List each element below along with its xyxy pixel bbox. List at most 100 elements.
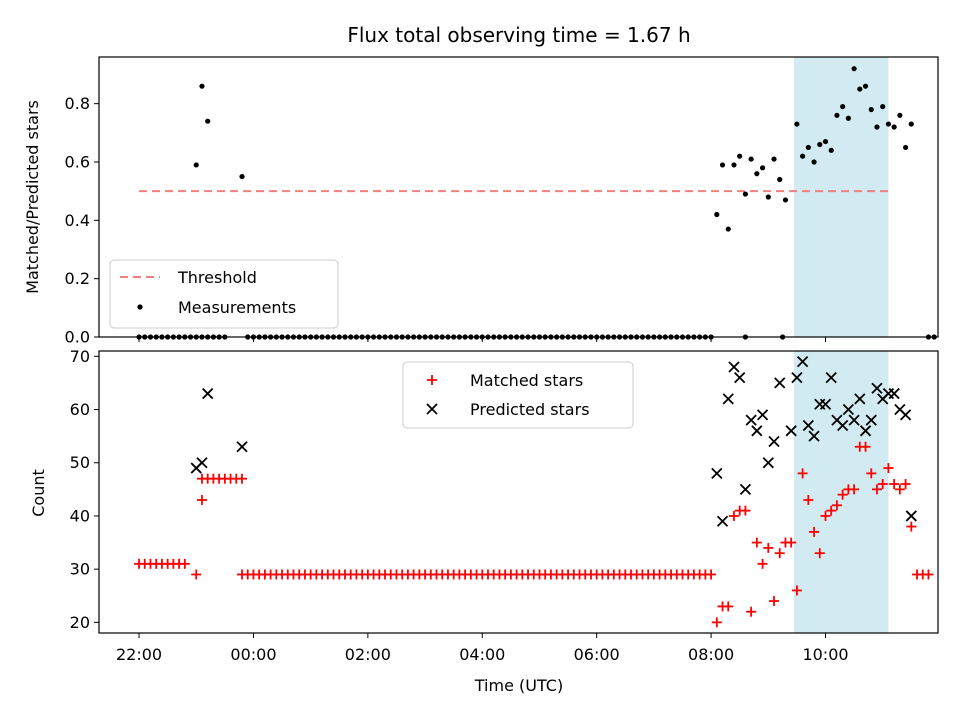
predicted-point-b — [796, 356, 809, 368]
x-tick-label: 02:00 — [345, 645, 391, 664]
predicted-point-b — [808, 430, 820, 442]
matched-point — [809, 526, 820, 537]
measurement-point — [777, 176, 783, 183]
predicted-point-b — [734, 371, 746, 384]
measurement-point — [239, 173, 245, 180]
predicted-point — [825, 371, 837, 384]
measurement-point — [851, 66, 857, 72]
measurement-point — [719, 162, 726, 168]
y-tick-label: 0.0 — [65, 328, 90, 347]
predicted-point-b — [785, 425, 797, 437]
predicted-point-b — [762, 457, 774, 469]
count-y-axis-label: Count — [29, 469, 48, 517]
predicted-point-b — [745, 414, 757, 426]
y-tick-label: 30 — [70, 560, 90, 579]
x-tick-label: 10:00 — [802, 645, 848, 664]
matched-point — [837, 489, 848, 500]
predicted-point-b — [196, 457, 208, 469]
measurement-point — [822, 138, 829, 145]
predicted-point-b — [791, 371, 803, 384]
highlight-span — [794, 57, 889, 337]
legend-predicted-marker — [426, 403, 438, 415]
legend-threshold-label: Threshold — [177, 268, 257, 287]
legend-matched-marker — [427, 375, 437, 385]
ratio-panel: 0.00.20.40.60.8 Matched/Predicted stars … — [23, 56, 939, 347]
y-tick-label: 0.8 — [65, 94, 90, 113]
measurement-point — [891, 124, 897, 130]
predicted-point-b — [848, 414, 860, 426]
ratio-panel-frame — [98, 56, 939, 338]
measurement-point — [908, 121, 914, 127]
matched-point — [769, 596, 780, 607]
x-tick-label: 00:00 — [230, 645, 276, 664]
predicted-point-b — [825, 371, 837, 384]
measurement-point — [817, 141, 823, 148]
matched-point — [711, 617, 722, 628]
chart-title: Flux total observing time = 1.67 h — [347, 23, 690, 47]
matched-point — [746, 606, 757, 617]
measurement-point — [771, 156, 777, 162]
predicted-point — [734, 371, 746, 384]
predicted-point-b — [871, 382, 883, 394]
measurement-point — [754, 171, 760, 177]
ratio-y-axis-label: Matched/Predicted stars — [23, 100, 42, 294]
x-tick-label: 22:00 — [116, 645, 162, 664]
y-tick-label: 50 — [70, 453, 90, 472]
matched-point — [237, 473, 248, 484]
count-panel: 20 30 40 50 60 70 22:00 00:00 02:00 04:00 06:00 08… — [29, 347, 939, 664]
matched-point — [860, 441, 871, 452]
predicted-point — [796, 356, 809, 368]
matched-point — [814, 548, 825, 559]
measurement-point — [885, 121, 892, 127]
x-axis-label: Time (UTC) — [474, 676, 563, 695]
y-tick-label: 0.2 — [65, 269, 90, 288]
predicted-point — [899, 409, 912, 421]
x-tick-label: 04:00 — [459, 645, 505, 664]
predicted-point — [745, 414, 757, 426]
measurement-point — [897, 112, 903, 118]
matched-point — [906, 521, 917, 532]
predicted-point — [865, 414, 877, 426]
measurement-point — [193, 162, 199, 168]
predicted-point — [196, 457, 208, 469]
predicted-point-b — [739, 483, 752, 495]
predicted-point — [756, 409, 769, 421]
predicted-point-b — [728, 361, 740, 373]
predicted-point — [848, 414, 860, 426]
predicted-point-b — [837, 419, 849, 432]
y-tick-label: 40 — [70, 506, 90, 525]
measurement-point — [725, 226, 731, 232]
predicted-point — [768, 435, 780, 448]
measurement-point — [902, 144, 909, 151]
predicted-point — [819, 398, 832, 410]
count-legend: Matched stars Predicted stars — [402, 361, 634, 429]
matched-point — [831, 500, 842, 511]
ratio-legend: Threshold Measurements — [109, 259, 339, 329]
measurement-point — [811, 159, 817, 165]
predicted-point — [854, 393, 866, 405]
measurement-point — [748, 156, 754, 162]
predicted-point-b — [899, 409, 912, 421]
matched-point — [923, 569, 934, 580]
count-panel-frame — [98, 350, 939, 634]
predicted-point — [791, 371, 803, 384]
matched-point — [797, 468, 808, 479]
matched-point — [883, 463, 894, 474]
matched-point — [728, 510, 739, 521]
predicted-point — [871, 382, 883, 394]
y-tick-label: 0.4 — [65, 211, 90, 230]
measurement-point — [862, 83, 869, 89]
predicted-point — [808, 430, 820, 442]
matched-point — [877, 479, 888, 490]
predicted-point — [728, 361, 740, 373]
predicted-point — [905, 510, 917, 522]
matched-point — [763, 542, 774, 553]
matched-point — [706, 569, 717, 580]
predicted-point-b — [236, 441, 248, 453]
predicted-point — [785, 425, 797, 437]
matched-point — [820, 510, 831, 521]
measurement-point — [834, 112, 840, 118]
matched-point — [774, 548, 785, 559]
matched-point — [803, 494, 814, 505]
